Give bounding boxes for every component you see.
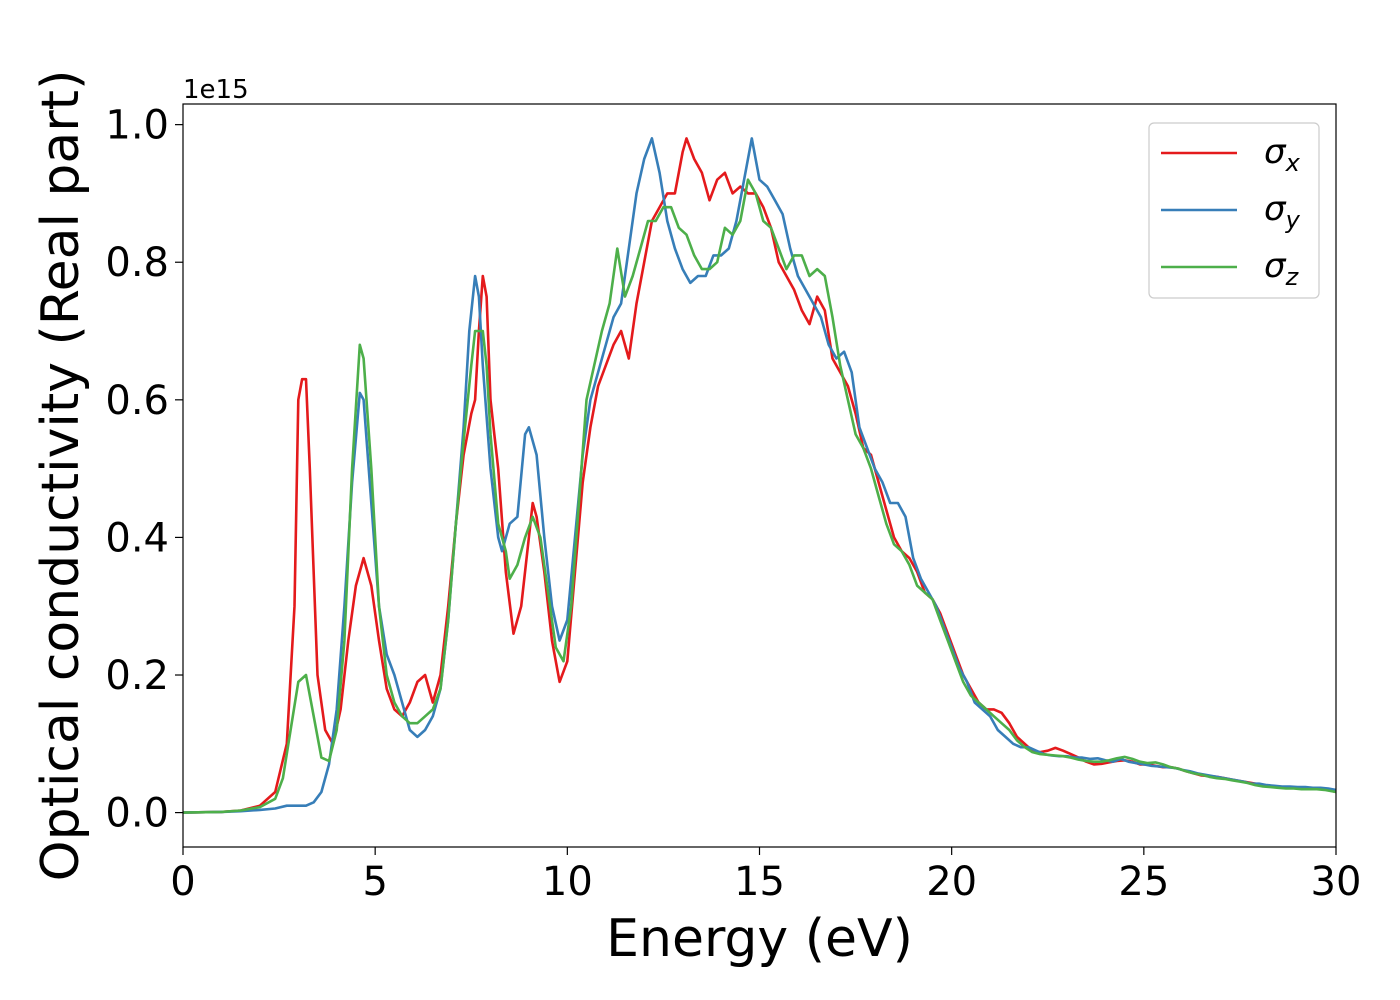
x-axis: 0 5 10 15 20 25 30	[170, 847, 1361, 905]
y-tick-label: 0.2	[105, 653, 169, 699]
series-line-sigma-z	[183, 178, 1336, 814]
y-tick-label: 0.4	[105, 515, 169, 561]
x-tick-label: 10	[542, 859, 593, 905]
y-tick-label: 0.8	[105, 240, 169, 286]
series-layer	[183, 137, 1336, 814]
y-axis-label: Optical conductivity (Real part)	[31, 70, 91, 882]
x-tick-label: 0	[170, 859, 195, 905]
x-tick-label: 30	[1311, 859, 1362, 905]
y-axis-multiplier: 1e15	[183, 75, 249, 105]
y-tick-label: 0.6	[105, 378, 169, 424]
x-tick-label: 20	[926, 859, 977, 905]
series-line-sigma-y	[183, 137, 1336, 814]
y-tick-label: 0.0	[105, 791, 169, 837]
x-tick-label: 15	[734, 859, 785, 905]
x-axis-label: Energy (eV)	[606, 909, 913, 969]
y-axis: 0.0 0.2 0.4 0.6 0.8 1.0	[105, 103, 183, 837]
y-tick-label: 1.0	[105, 103, 169, 149]
x-tick-label: 5	[362, 859, 387, 905]
x-tick-label: 25	[1118, 859, 1169, 905]
